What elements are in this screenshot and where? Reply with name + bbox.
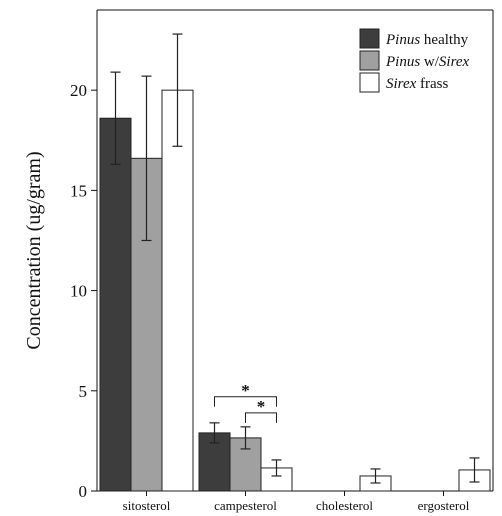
significance-bracket bbox=[245, 412, 277, 423]
significance-star: * bbox=[241, 381, 250, 400]
x-tick-label: campesterol bbox=[214, 498, 277, 513]
bar bbox=[99, 117, 132, 492]
y-tick-label: 15 bbox=[70, 181, 87, 200]
axes: 0 5 10 15 20 Concentration (ug/gram) sitostero… bbox=[23, 9, 494, 513]
significance-bracket bbox=[214, 396, 277, 407]
legend-swatch bbox=[359, 50, 380, 71]
y-tick-label: 10 bbox=[70, 282, 87, 301]
bars bbox=[99, 89, 491, 492]
error-bars bbox=[110, 33, 480, 484]
significance-annotations: ** bbox=[214, 381, 277, 423]
y-axis-label: Concentration (ug/gram) bbox=[23, 151, 45, 349]
x-tick-label: cholesterol bbox=[316, 498, 373, 513]
legend-swatch bbox=[359, 28, 380, 49]
legend-entry: Sirex frass bbox=[386, 76, 449, 92]
y-tick-label: 20 bbox=[70, 81, 87, 100]
legend-swatch bbox=[359, 72, 380, 93]
bar bbox=[161, 89, 194, 492]
significance-star: * bbox=[257, 397, 266, 416]
legend-entry: Pinus healthy bbox=[385, 32, 469, 48]
y-tick-label: 5 bbox=[79, 382, 88, 401]
legend-entry: Pinus w/Sirex bbox=[385, 54, 470, 70]
legend: Pinus healthy Pinus w/Sirex Sirex frass bbox=[359, 28, 470, 93]
x-tick-label: ergosterol bbox=[418, 498, 470, 513]
x-tick-label: sitosterol bbox=[123, 498, 171, 513]
y-tick-label: 0 bbox=[79, 482, 88, 501]
